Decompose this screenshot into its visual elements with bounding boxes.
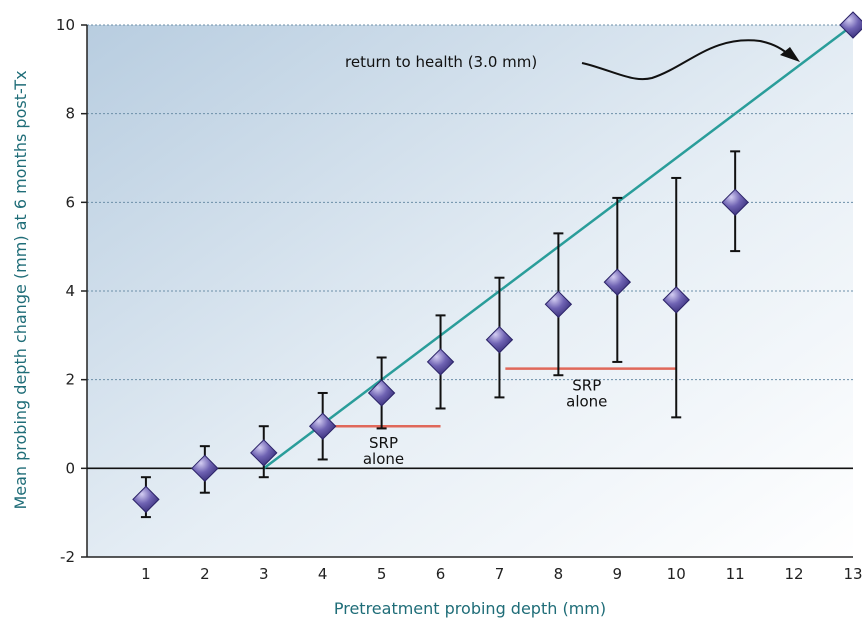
data-point — [367, 379, 396, 407]
x-tick-label: 6 — [436, 565, 446, 583]
annotation-arrowhead — [780, 47, 800, 62]
data-point — [250, 439, 278, 467]
annotation-arrow — [581, 39, 791, 81]
data-point — [426, 348, 455, 376]
data-points — [132, 11, 862, 514]
x-tick-labels: 1 2 3 4 5 6 7 8 9 10 11 12 13 — [141, 565, 862, 583]
x-tick-label: 13 — [843, 565, 862, 583]
y-tick-label: 0 — [65, 459, 75, 477]
x-tick-label: 9 — [613, 565, 623, 583]
srp-range-label: SRP — [572, 377, 601, 395]
srp-range-label: SRP — [369, 434, 398, 452]
x-tick-label: 5 — [377, 565, 387, 583]
x-tick-label: 7 — [495, 565, 505, 583]
srp-range-label: alone — [566, 393, 607, 411]
y-tick-label: 4 — [65, 282, 75, 300]
x-tick-label: 1 — [141, 565, 151, 583]
data-point — [132, 485, 160, 514]
x-axis-title: Pretreatment probing depth (mm) — [334, 599, 606, 618]
x-tick-label: 11 — [726, 565, 745, 583]
x-tick-label: 4 — [318, 565, 328, 583]
data-point — [308, 412, 337, 440]
y-tick-label: 6 — [65, 193, 75, 211]
annotation-group: return to health (3.0 mm) — [345, 39, 800, 81]
x-tick-label: 8 — [554, 565, 564, 583]
data-point — [721, 188, 749, 217]
data-point — [485, 326, 514, 354]
annotation-text: return to health (3.0 mm) — [345, 53, 537, 71]
data-point — [662, 286, 690, 314]
x-tick-label: 10 — [667, 565, 686, 583]
data-point — [544, 290, 573, 319]
y-tick-label: 2 — [65, 371, 75, 389]
x-tick-label: 2 — [200, 565, 210, 583]
y-tick-label: 8 — [65, 105, 75, 123]
srp-range-label: alone — [363, 450, 404, 468]
x-tick-label: 3 — [259, 565, 269, 583]
y-tick-labels: -2 0 2 4 6 8 10 — [56, 16, 87, 566]
y-tick-label: -2 — [60, 548, 75, 566]
y-axis-title: Mean probing depth change (mm) at 6 mont… — [11, 70, 30, 509]
data-point — [603, 268, 632, 296]
data-point — [191, 454, 219, 483]
y-tick-label: 10 — [56, 16, 75, 34]
x-tick-label: 12 — [785, 565, 804, 583]
